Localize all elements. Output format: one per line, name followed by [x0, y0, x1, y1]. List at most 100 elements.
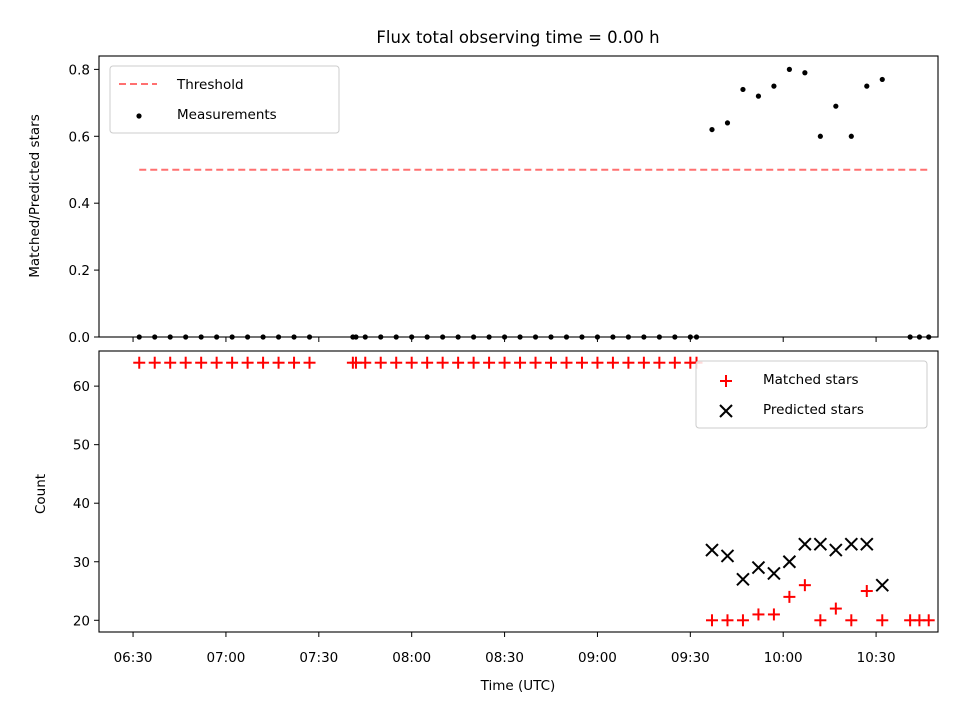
legend-threshold-label: Threshold [176, 77, 244, 93]
predicted-star-point [767, 566, 781, 581]
measurement-point [833, 103, 839, 109]
matched-star-point [452, 356, 465, 369]
x-tick-label: 08:00 [392, 650, 431, 666]
x-axis-label: Time (UTC) [480, 678, 556, 694]
matched-star-point [736, 614, 749, 627]
measurement-point [817, 133, 823, 139]
x-tick-label: 09:00 [578, 650, 617, 666]
matched-star-point [922, 614, 935, 627]
predicted-star-point [720, 549, 735, 563]
matched-star-point [436, 356, 449, 369]
matched-star-point [164, 356, 177, 369]
flux-ratio-panel: Flux total observing time = 0.00 h 0.0 0.… [27, 28, 939, 346]
matched-star-point [653, 356, 666, 369]
matched-star-point [257, 356, 270, 369]
matched-star-point [637, 356, 650, 369]
matched-star-point [179, 356, 192, 369]
matched-star-point [705, 614, 718, 627]
measurement-point [771, 83, 777, 89]
legend-matched-label: Matched stars [763, 372, 859, 388]
measurement-point [755, 93, 762, 99]
top-y-axis-label: Matched/Predicted stars [27, 114, 43, 277]
legend-measurements-swatch [136, 113, 142, 119]
matched-star-point [514, 356, 527, 369]
bottom-legend: Matched stars Predicted stars [695, 360, 928, 429]
measurement-point [879, 76, 885, 83]
y-tick-label: 0.4 [69, 196, 90, 212]
y-tick-label: 20 [73, 613, 90, 629]
x-tick-label: 07:30 [299, 650, 338, 666]
matched-star-point [845, 614, 858, 627]
matched-star-point [405, 356, 418, 369]
bottom-y-axis-label: Count [33, 474, 49, 514]
legend-predicted-label: Predicted stars [763, 402, 864, 418]
matched-star-point [560, 356, 573, 369]
matched-star-point [241, 356, 254, 369]
measurement-point [786, 66, 792, 72]
matched-star-point [359, 356, 372, 369]
predicted-star-point [751, 560, 766, 575]
matched-star-point [814, 614, 827, 627]
y-tick-label: 0.6 [69, 129, 90, 145]
matched-star-point [288, 356, 301, 369]
matched-star-point [498, 356, 511, 369]
matched-star-point [226, 356, 239, 369]
matched-star-point [421, 356, 434, 369]
matched-star-point [210, 356, 223, 369]
y-tick-label: 40 [73, 496, 90, 512]
x-tick-label: 10:30 [857, 650, 896, 666]
measurement-point [848, 133, 854, 139]
top-plot-frame [98, 55, 939, 338]
y-tick-label: 0.0 [69, 330, 90, 346]
measurement-point [740, 86, 746, 93]
legend-predicted-swatch [719, 404, 733, 418]
y-tick-label: 50 [73, 438, 90, 454]
matched-star-point [591, 356, 604, 369]
x-tick-label: 09:30 [671, 650, 710, 666]
matched-star-point [668, 356, 681, 369]
matched-star-point [721, 614, 734, 627]
y-tick-label: 0.2 [69, 263, 90, 279]
matched-star-point [783, 590, 796, 603]
x-tick-label: 10:00 [764, 650, 803, 666]
predicted-star-point [705, 543, 719, 557]
matched-star-point [148, 356, 161, 369]
measurement-point [724, 120, 731, 126]
matched-star-point [622, 356, 635, 369]
predicted-star-point [736, 572, 750, 587]
matched-star-point [303, 356, 316, 369]
x-tick-label: 06:30 [114, 650, 153, 666]
legend-measurements-label: Measurements [177, 107, 277, 123]
predicted-star-point [860, 537, 874, 551]
y-tick-label: 0.8 [69, 62, 90, 78]
y-tick-label: 30 [73, 555, 90, 571]
matched-star-point [606, 356, 619, 369]
bottom-legend-box [695, 360, 928, 429]
matched-star-point [798, 579, 811, 592]
predicted-star-point [844, 537, 859, 551]
top-legend-box [109, 65, 340, 134]
matched-star-point [829, 602, 842, 615]
predicted-star-point [798, 537, 812, 551]
matched-star-point [374, 356, 387, 369]
matched-star-point [467, 356, 480, 369]
star-count-panel: 20 30 40 50 60 06:30 07:00 07:30 08:00 08:30 09:00… [33, 350, 939, 694]
matched-star-point [390, 356, 403, 369]
matched-star-point [860, 585, 873, 598]
bottom-plot-frame [98, 350, 939, 633]
measurement-point [802, 70, 808, 76]
matched-star-point [272, 356, 285, 369]
matched-star-point [195, 356, 208, 369]
predicted-star-point [829, 543, 843, 557]
legend-matched-swatch [720, 375, 732, 387]
matched-star-point [529, 356, 542, 369]
x-tick-label: 07:00 [206, 650, 245, 666]
x-tick-label: 08:30 [485, 650, 524, 666]
y-tick-label: 60 [73, 379, 90, 395]
matched-star-point [767, 608, 780, 621]
predicted-star-point [813, 537, 828, 551]
matched-star-point [575, 356, 588, 369]
matched-star-point [483, 356, 496, 369]
matched-star-point [133, 356, 146, 369]
